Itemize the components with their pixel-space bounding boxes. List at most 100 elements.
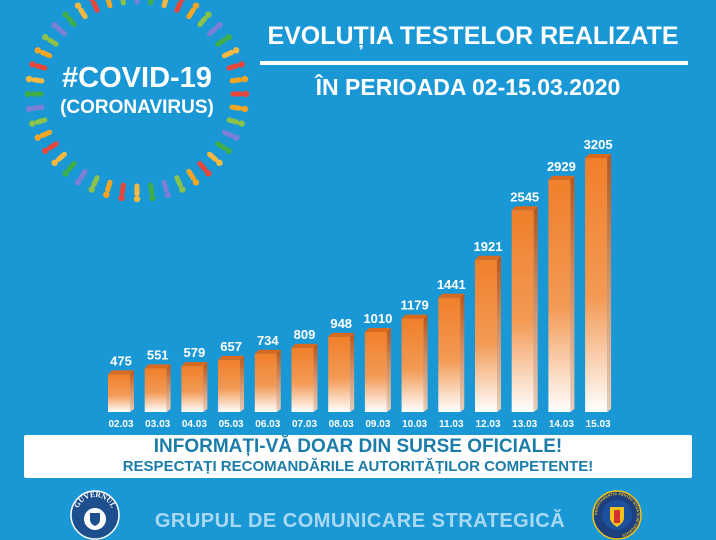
bar-side: [607, 154, 612, 412]
bar-top: [401, 314, 428, 319]
data-label: 657: [220, 339, 242, 354]
bar: [144, 368, 167, 412]
bar-top: [218, 355, 245, 360]
bar: [108, 374, 130, 412]
bar: [364, 331, 387, 412]
government-seal-logo: GUVERNUL: [70, 490, 120, 540]
person-icon: [42, 34, 59, 47]
bar: [254, 353, 277, 412]
person-icon: [134, 0, 140, 5]
data-label: 734: [257, 333, 279, 348]
x-tick-label: 13.03: [512, 419, 537, 430]
bar: [218, 359, 241, 412]
covid-hashtag: #COVID-19: [62, 62, 212, 94]
bar: [401, 318, 424, 412]
x-tick-label: 05.03: [219, 419, 244, 430]
person-icon: [118, 182, 126, 202]
title-line1: EVOLUȚIA TESTELOR REALIZATE: [267, 22, 679, 50]
person-icon: [221, 129, 240, 141]
data-label: 2545: [510, 189, 539, 204]
bar-top: [585, 154, 612, 158]
person-icon: [42, 141, 59, 154]
person-icon: [186, 168, 200, 186]
people-ring-logo: [24, 0, 250, 203]
title-line2: ÎN PERIOADA 02-15.03.2020: [315, 74, 621, 100]
bar: [585, 158, 608, 412]
person-icon: [161, 179, 171, 198]
bar: [291, 347, 314, 412]
banner-line1: INFORMAȚI-VĂ DOAR DIN SURSE OFICIALE!: [153, 436, 563, 457]
bar-side: [130, 370, 134, 412]
bar-top: [475, 255, 501, 260]
person-icon: [229, 104, 249, 113]
person-icon: [230, 90, 250, 98]
x-tick-label: 02.03: [108, 419, 133, 430]
person-icon: [105, 0, 113, 9]
person-icon: [174, 175, 186, 193]
person-icon: [120, 0, 126, 6]
person-icon: [221, 47, 240, 59]
bar-chart: 475 02.03 551 03.03 579 04.03 657 05.03 734 06.03…: [108, 137, 613, 430]
data-label: 1441: [437, 277, 466, 292]
bar-side: [460, 293, 465, 412]
bar-side: [350, 332, 355, 412]
x-tick-label: 03.03: [145, 419, 170, 430]
person-icon: [25, 75, 45, 84]
bar: [548, 179, 571, 412]
bar-side: [166, 364, 171, 412]
coronavirus-subtitle: (CORONAVIRUS): [60, 97, 214, 118]
title-divider: [260, 61, 688, 65]
person-icon: [133, 183, 141, 203]
bar-side: [313, 343, 318, 412]
bar-top: [364, 327, 391, 332]
bar-side: [386, 327, 391, 412]
x-tick-label: 11.03: [439, 419, 464, 430]
bar-top: [254, 349, 281, 354]
person-icon: [51, 151, 67, 166]
bar-top: [328, 332, 355, 337]
bar: [475, 259, 497, 412]
bar-top: [291, 343, 318, 348]
data-label: 2929: [547, 159, 576, 174]
data-label: 809: [294, 327, 316, 342]
person-icon: [148, 0, 154, 6]
person-icon: [62, 11, 77, 27]
person-icon: [74, 2, 88, 20]
bar: [181, 366, 204, 412]
person-icon: [51, 22, 67, 37]
person-icon: [197, 11, 212, 27]
bar: [328, 336, 351, 412]
person-icon: [229, 75, 249, 84]
organization-name: GRUPUL DE COMUNICARE STRATEGICĂ: [154, 510, 566, 532]
bar-side: [276, 349, 281, 412]
emergency-department-logo: DEPARTAMENTUL PENTRU SITUAȚII DE URGENȚĂ: [592, 490, 642, 540]
person-icon: [25, 104, 45, 113]
data-label: 579: [184, 345, 206, 360]
bar-top: [438, 293, 465, 298]
x-tick-label: 08.03: [329, 419, 354, 430]
bar-side: [240, 355, 245, 412]
bar-top: [181, 362, 208, 367]
bar-top: [108, 370, 134, 375]
person-icon: [215, 141, 232, 154]
x-tick-label: 15.03: [586, 419, 611, 430]
person-icon: [174, 0, 186, 13]
bar-top: [548, 175, 575, 180]
x-tick-label: 04.03: [182, 419, 207, 430]
bar-side: [203, 362, 208, 412]
person-icon: [29, 117, 48, 127]
person-icon: [88, 0, 100, 13]
data-label: 1179: [400, 298, 428, 313]
person-icon: [197, 161, 212, 177]
data-label: 551: [147, 347, 169, 362]
x-tick-label: 07.03: [292, 419, 317, 430]
bar-side: [423, 314, 428, 412]
x-tick-label: 12.03: [475, 419, 500, 430]
data-label: 1010: [363, 311, 392, 326]
person-icon: [29, 61, 48, 71]
person-icon: [62, 161, 77, 177]
data-label: 3205: [584, 137, 613, 152]
data-label: 948: [330, 316, 352, 331]
bar-side: [570, 175, 575, 412]
bar-side: [533, 206, 538, 412]
